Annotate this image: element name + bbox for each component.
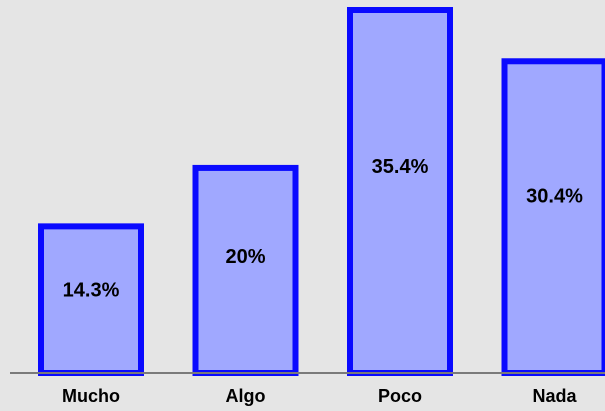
bars-layer xyxy=(38,7,605,377)
bar-nada xyxy=(501,58,605,377)
x-tick-label-mucho: Mucho xyxy=(62,386,120,406)
data-label-mucho: 14.3% xyxy=(63,279,120,301)
x-tick-labels: Mucho Algo Poco Nada xyxy=(62,386,577,406)
x-tick-label-algo: Algo xyxy=(226,386,266,406)
data-label-algo: 20% xyxy=(225,246,265,268)
x-tick-label-poco: Poco xyxy=(378,386,422,406)
labels-layer: 14.3% 20% 35.4% 30.4% xyxy=(63,156,583,301)
x-tick-label-nada: Nada xyxy=(532,386,577,406)
data-label-poco: 35.4% xyxy=(372,156,429,178)
bar-algo xyxy=(192,164,299,376)
bar-poco xyxy=(347,7,453,376)
data-label-nada: 30.4% xyxy=(526,185,583,207)
